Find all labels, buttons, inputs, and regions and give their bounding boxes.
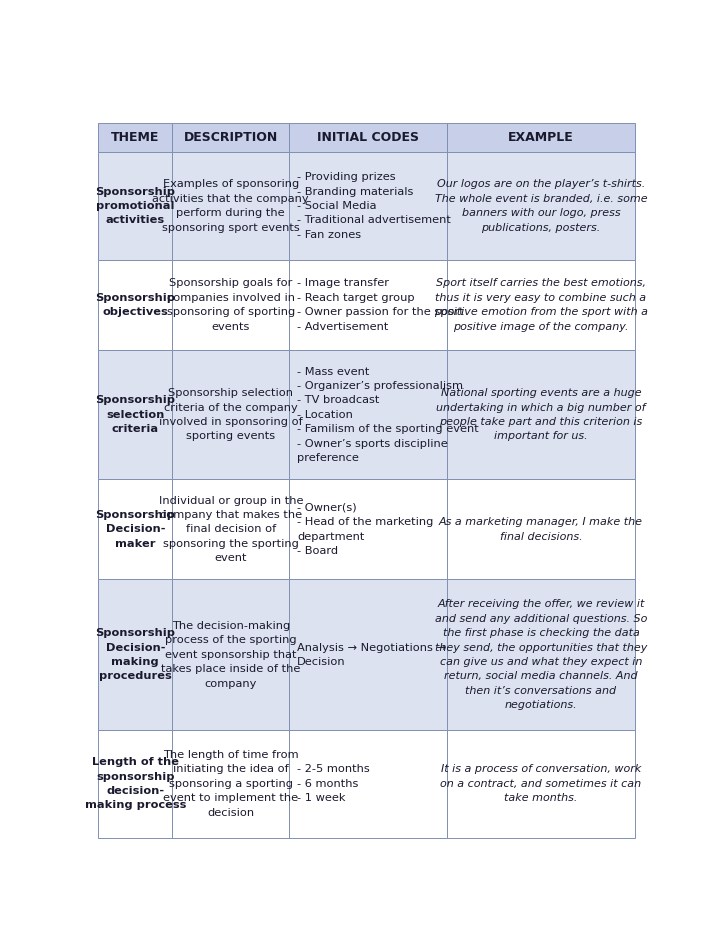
Text: Sponsorship
promotional
activities: Sponsorship promotional activities xyxy=(95,187,175,226)
Bar xyxy=(172,730,289,838)
Bar xyxy=(447,153,634,260)
Bar xyxy=(98,260,172,350)
Bar xyxy=(172,350,289,480)
Text: Sport itself carries the best emotions,
thus it is very easy to combine such a
p: Sport itself carries the best emotions, … xyxy=(434,279,648,332)
Text: Sponsorship
selection
criteria: Sponsorship selection criteria xyxy=(95,395,175,434)
Text: - Owner(s)
- Head of the marketing
department
- Board: - Owner(s) - Head of the marketing depar… xyxy=(297,502,434,556)
Text: - Providing prizes
- Branding materials
- Social Media
- Traditional advertiseme: - Providing prizes - Branding materials … xyxy=(297,173,451,240)
Bar xyxy=(172,579,289,730)
Text: Length of the
sponsorship
decision-
making process: Length of the sponsorship decision- maki… xyxy=(85,757,186,811)
Text: Sponsorship
Decision-
making
procedures: Sponsorship Decision- making procedures xyxy=(95,629,175,682)
Text: As a marketing manager, I make the
final decisions.: As a marketing manager, I make the final… xyxy=(439,518,643,541)
Text: The length of time from
initiating the idea of
sponsoring a sporting
event to im: The length of time from initiating the i… xyxy=(163,750,298,818)
Bar xyxy=(447,350,634,480)
Text: The decision-making
process of the sporting
event sponsorship that
takes place i: The decision-making process of the sport… xyxy=(161,621,300,688)
Text: Sponsorship goals for
companies involved in
sponsoring of sporting
events: Sponsorship goals for companies involved… xyxy=(167,279,295,332)
Bar xyxy=(289,579,447,730)
Text: - Mass event
- Organizer’s professionalism
- TV broadcast
- Location
- Familism : - Mass event - Organizer’s professionali… xyxy=(297,367,478,463)
Bar xyxy=(98,123,172,153)
Bar xyxy=(98,579,172,730)
Text: INITIAL CODES: INITIAL CODES xyxy=(318,131,419,144)
Bar xyxy=(172,480,289,579)
Bar xyxy=(289,480,447,579)
Bar xyxy=(172,123,289,153)
Bar xyxy=(172,260,289,350)
Bar xyxy=(289,123,447,153)
Bar xyxy=(289,260,447,350)
Text: Our logos are on the player’s t-shirts.
The whole event is branded, i.e. some
ba: Our logos are on the player’s t-shirts. … xyxy=(435,179,647,232)
Text: Individual or group in the
company that makes the
final decision of
sponsoring t: Individual or group in the company that … xyxy=(159,496,303,563)
Bar xyxy=(447,480,634,579)
Bar xyxy=(447,260,634,350)
Bar xyxy=(447,730,634,838)
Bar xyxy=(447,579,634,730)
Bar xyxy=(289,350,447,480)
Bar xyxy=(98,480,172,579)
Bar xyxy=(447,123,634,153)
Bar xyxy=(98,730,172,838)
Text: Sponsorship selection
criteria of the company
involved in sponsoring of
sporting: Sponsorship selection criteria of the co… xyxy=(159,388,303,442)
Text: - Image transfer
- Reach target group
- Owner passion for the sport
- Advertisem: - Image transfer - Reach target group - … xyxy=(297,279,464,332)
Text: - 2-5 months
- 6 months
- 1 week: - 2-5 months - 6 months - 1 week xyxy=(297,764,370,803)
Bar xyxy=(172,153,289,260)
Bar xyxy=(289,730,447,838)
Text: Examples of sponsoring
activities that the company
perform during the
sponsoring: Examples of sponsoring activities that t… xyxy=(152,179,309,232)
Text: DESCRIPTION: DESCRIPTION xyxy=(184,131,278,144)
Text: Analysis → Negotiations →
Decision: Analysis → Negotiations → Decision xyxy=(297,643,446,667)
Text: After receiving the offer, we review it
and send any additional questions. So
th: After receiving the offer, we review it … xyxy=(435,599,647,710)
Bar xyxy=(98,350,172,480)
Bar xyxy=(289,153,447,260)
Bar xyxy=(98,153,172,260)
Text: EXAMPLE: EXAMPLE xyxy=(508,131,574,144)
Text: It is a process of conversation, work
on a contract, and sometimes it can
take m: It is a process of conversation, work on… xyxy=(441,764,642,803)
Text: National sporting events are a huge
undertaking in which a big number of
people : National sporting events are a huge unde… xyxy=(436,388,646,442)
Text: Sponsorship
objectives: Sponsorship objectives xyxy=(95,293,175,318)
Text: Sponsorship
Decision-
maker: Sponsorship Decision- maker xyxy=(95,510,175,549)
Text: THEME: THEME xyxy=(111,131,159,144)
